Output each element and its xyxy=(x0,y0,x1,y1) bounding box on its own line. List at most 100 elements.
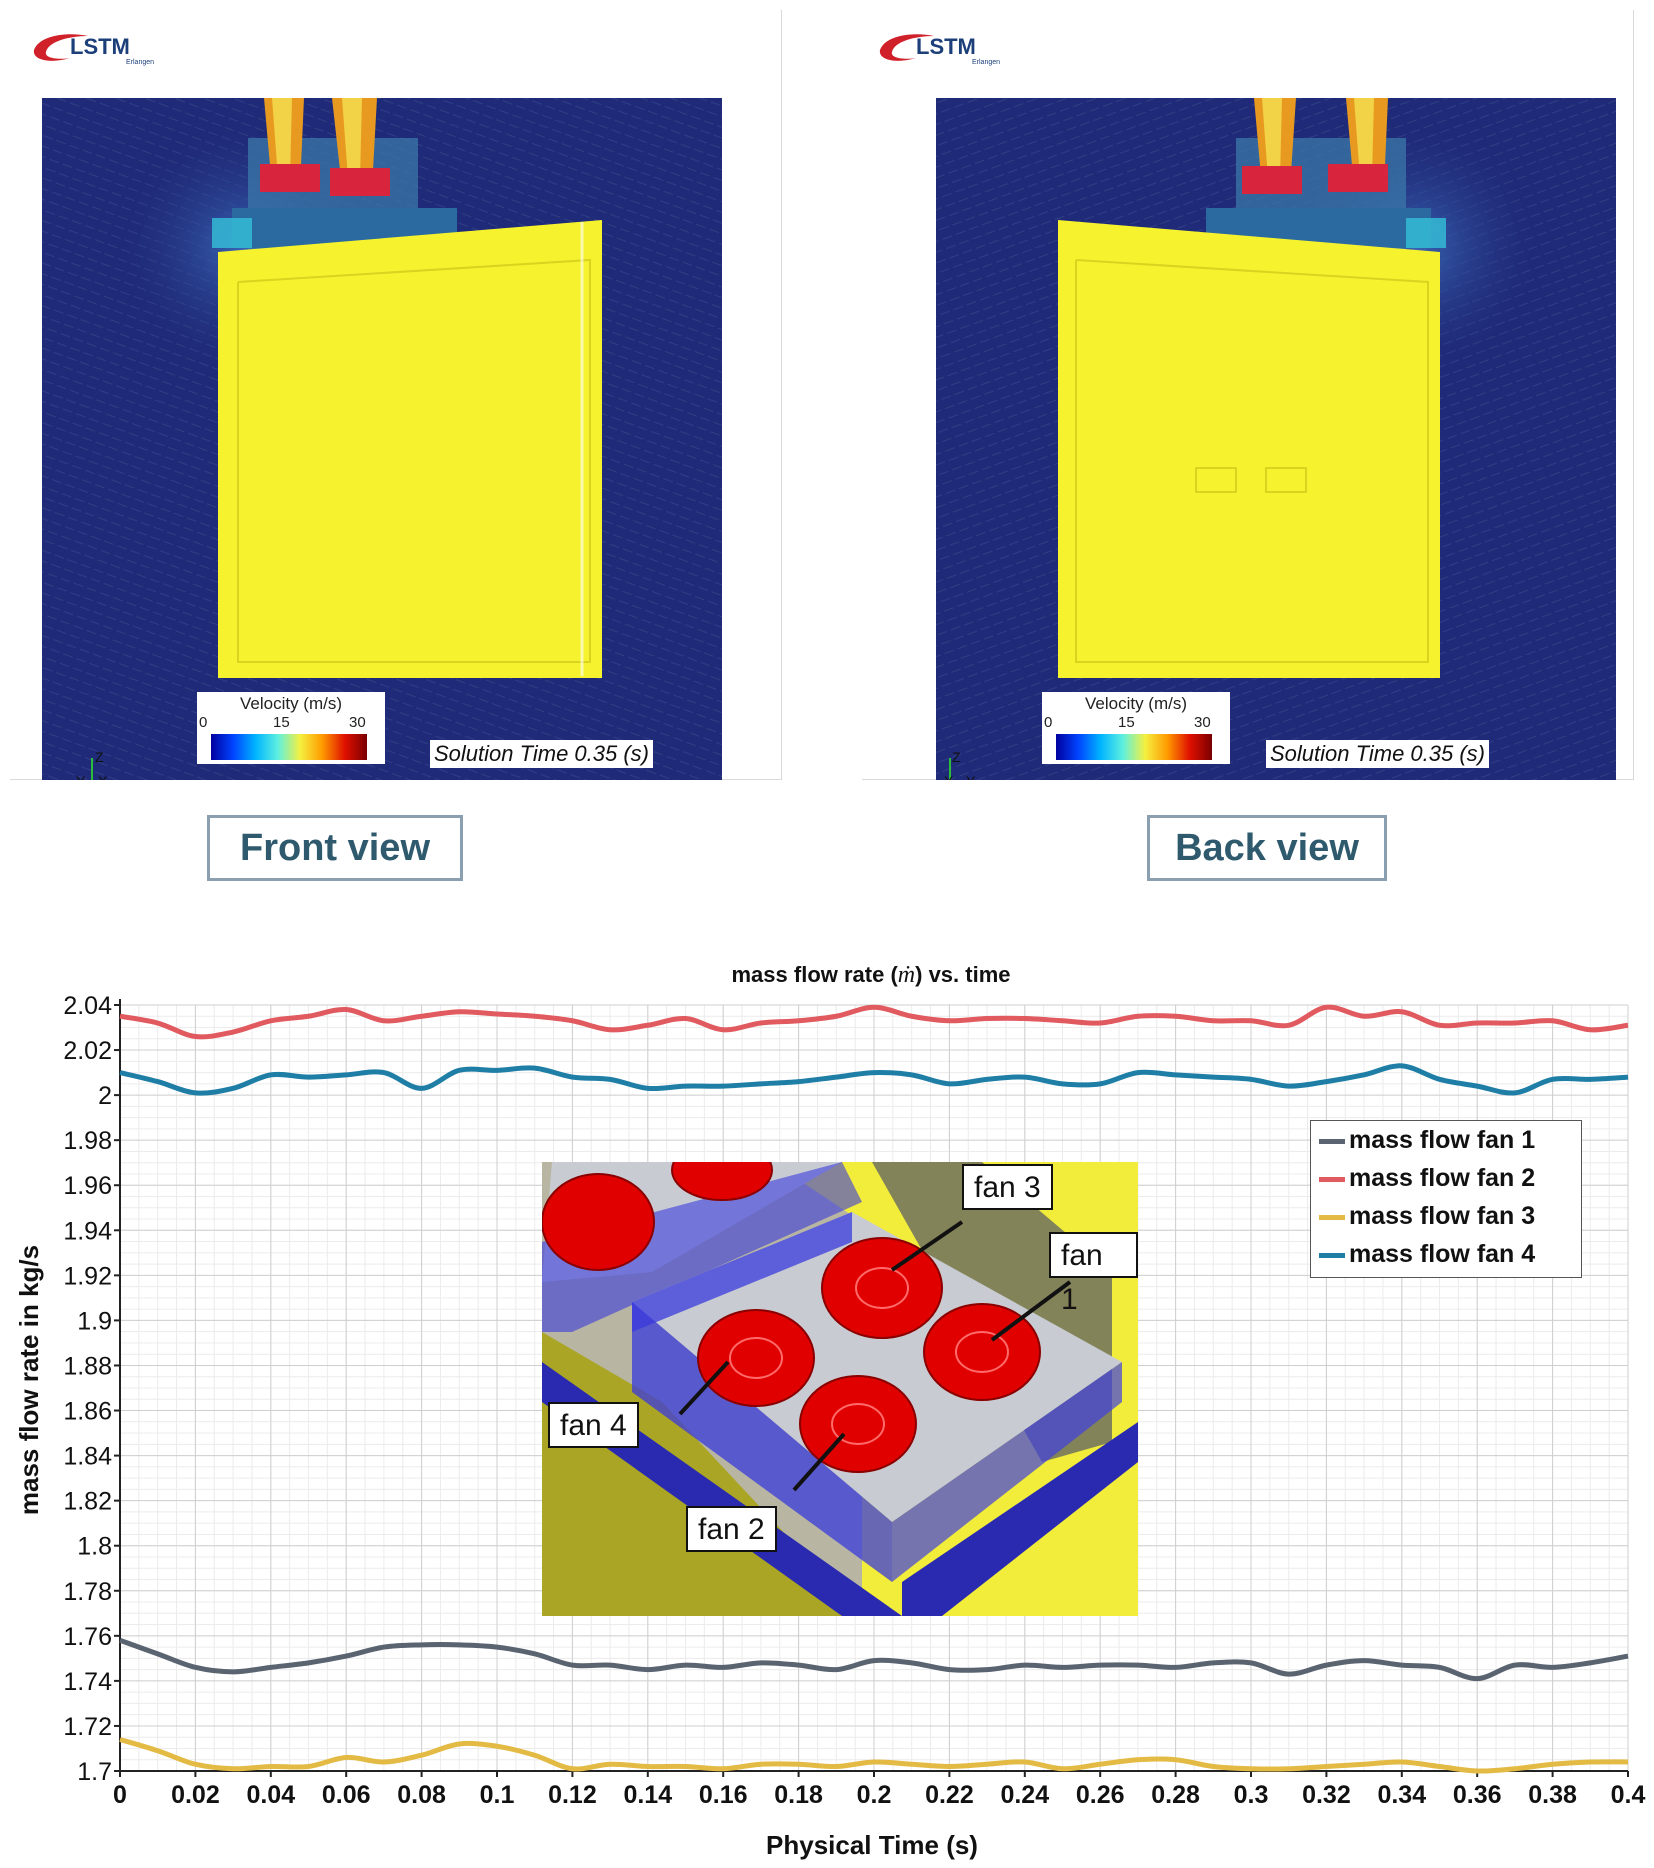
legend-tick-30: 30 xyxy=(1194,714,1211,731)
x-tick-label: 0.36 xyxy=(1453,1781,1502,1809)
logo-sub: Erlangen xyxy=(972,59,1000,66)
x-tick-label: 0.38 xyxy=(1528,1781,1577,1809)
x-tick-label: 0.18 xyxy=(774,1781,823,1809)
chart-title-symbol: ṁ xyxy=(897,962,916,988)
y-tick-label: 2.04 xyxy=(63,992,112,1020)
y-tick-label: 1.74 xyxy=(63,1668,112,1696)
x-tick-label: 0.28 xyxy=(1151,1781,1200,1809)
x-tick-label: 0.1 xyxy=(480,1781,515,1809)
coordinate-triad: Z Y X xyxy=(76,749,108,780)
fan-model-render xyxy=(542,1162,1138,1616)
velocity-colorbar xyxy=(1056,734,1212,760)
legend-item-fan-4: mass flow fan 4 xyxy=(1319,1237,1535,1271)
x-axis-title: Physical Time (s) xyxy=(766,1830,978,1860)
lstm-logo: LSTM Erlangen xyxy=(33,34,154,66)
chart-title-suffix: ) vs. time xyxy=(915,962,1011,987)
x-tick-label: 0.26 xyxy=(1076,1781,1125,1809)
x-tick-label: 0.06 xyxy=(322,1781,371,1809)
legend-swatch-fan-1 xyxy=(1319,1138,1345,1144)
callout-fan-4: fan 4 xyxy=(548,1402,639,1448)
logo-sub: Erlangen xyxy=(126,59,154,66)
solution-time-label: Solution Time 0.35 (s) xyxy=(430,740,654,768)
y-tick-label: 1.86 xyxy=(63,1398,112,1426)
x-tick-label: 0.4 xyxy=(1611,1781,1646,1809)
y-tick-label: 1.88 xyxy=(63,1352,112,1380)
y-tick-label: 1.7 xyxy=(77,1758,112,1786)
svg-text:Y: Y xyxy=(76,773,86,780)
x-tick-label: 0.34 xyxy=(1377,1781,1426,1809)
velocity-field-image: Z X Y Velocity (m/s) 0 15 30 xyxy=(936,98,1616,780)
svg-text:Z: Z xyxy=(952,749,961,765)
callout-fan-1: fan 1 xyxy=(1049,1232,1138,1316)
y-tick-label: 1.78 xyxy=(63,1578,112,1606)
velocity-legend-title: Velocity (m/s) xyxy=(1084,694,1188,713)
svg-text:X: X xyxy=(944,773,954,780)
x-tick-label: 0.24 xyxy=(1000,1781,1049,1809)
front-view-panel: LSTM Erlangen xyxy=(10,10,782,780)
y-tick-label: 1.84 xyxy=(63,1443,112,1471)
lstm-logo: LSTM Erlangen xyxy=(879,34,1000,66)
chart-title-text: mass flow rate ( xyxy=(731,962,898,987)
y-tick-label: 2 xyxy=(98,1082,112,1110)
svg-text:Y: Y xyxy=(966,773,976,780)
svg-text:X: X xyxy=(98,773,108,780)
legend-label-fan-1: mass flow fan 1 xyxy=(1349,1126,1536,1154)
svg-text:Z: Z xyxy=(95,749,104,765)
x-tick-label: 0 xyxy=(113,1781,127,1809)
x-tick-label: 0.12 xyxy=(548,1781,597,1809)
x-tick-label: 0.3 xyxy=(1234,1781,1269,1809)
legend-tick-0: 0 xyxy=(1044,714,1053,731)
legend-label-fan-3: mass flow fan 3 xyxy=(1349,1202,1536,1230)
x-tick-label: 0.08 xyxy=(397,1781,446,1809)
legend-swatch-fan-3 xyxy=(1319,1214,1345,1220)
y-tick-label: 1.82 xyxy=(63,1488,112,1516)
y-tick-label: 1.8 xyxy=(77,1533,112,1561)
y-tick-label: 1.9 xyxy=(77,1307,112,1335)
y-axis-title: mass flow rate in kg/s xyxy=(14,1245,44,1515)
legend-swatch-fan-4 xyxy=(1319,1252,1345,1258)
velocity-colorbar xyxy=(211,734,367,760)
x-tick-labels: 0 0.02 0.04 0.06 0.08 0.1 0.12 0.14 0.16 0.18 0.2 0… xyxy=(113,1781,1645,1809)
front-view-label: Front view xyxy=(207,815,463,881)
back-view-panel: LSTM Erlangen xyxy=(862,10,1634,780)
y-tick-label: 1.94 xyxy=(63,1217,112,1245)
callout-fan-2: fan 2 xyxy=(686,1506,777,1552)
legend-label-fan-2: mass flow fan 2 xyxy=(1349,1164,1536,1192)
velocity-legend: Velocity (m/s) 0 15 30 xyxy=(1042,692,1230,764)
y-tick-label: 2.02 xyxy=(63,1037,112,1065)
legend-item-fan-2: mass flow fan 2 xyxy=(1319,1161,1535,1195)
x-tick-label: 0.2 xyxy=(857,1781,892,1809)
x-tick-label: 0.14 xyxy=(623,1781,672,1809)
series-line-fan-1 xyxy=(119,1637,1629,1682)
legend-tick-15: 15 xyxy=(273,714,290,731)
legend-item-fan-1: mass flow fan 1 xyxy=(1319,1123,1535,1157)
logo-text: LSTM xyxy=(916,34,976,59)
y-tick-labels: 1.7 1.72 1.74 1.76 1.78 1.8 1.82 1.84 1.86 1.88 1.… xyxy=(63,992,112,1786)
legend-label-fan-4: mass flow fan 4 xyxy=(1349,1240,1536,1268)
logo-text: LSTM xyxy=(70,34,130,59)
y-tick-label: 1.96 xyxy=(63,1172,112,1200)
y-tick-label: 1.76 xyxy=(63,1623,112,1651)
legend-tick-30: 30 xyxy=(349,714,366,731)
legend-item-fan-3: mass flow fan 3 xyxy=(1319,1199,1535,1233)
x-tick-label: 0.22 xyxy=(925,1781,974,1809)
y-tick-label: 1.72 xyxy=(63,1713,112,1741)
legend-tick-0: 0 xyxy=(199,714,208,731)
x-tick-label: 0.04 xyxy=(246,1781,295,1809)
coordinate-triad: Z X Y xyxy=(944,749,976,780)
legend-tick-15: 15 xyxy=(1118,714,1135,731)
velocity-legend-title: Velocity (m/s) xyxy=(239,694,343,713)
legend-swatch-fan-2 xyxy=(1319,1176,1345,1182)
y-tick-label: 1.98 xyxy=(63,1127,112,1155)
chart-legend: mass flow fan 1 mass flow fan 2 mass flo… xyxy=(1310,1120,1582,1278)
x-tick-label: 0.02 xyxy=(171,1781,220,1809)
velocity-legend: Velocity (m/s) 0 15 30 xyxy=(197,692,385,764)
fan-arrangement-inset: fan 3 fan 1 fan 4 fan 2 xyxy=(542,1162,1138,1616)
series-line-fan-2 xyxy=(119,1004,1629,1040)
series-line-fan-4 xyxy=(119,1063,1629,1096)
chart-series xyxy=(119,1004,1629,1774)
velocity-field-image: Z Y X Velocity (m/s) 0 15 30 xyxy=(42,98,722,780)
x-tick-label: 0.32 xyxy=(1302,1781,1351,1809)
callout-fan-3: fan 3 xyxy=(962,1164,1053,1210)
back-view-label: Back view xyxy=(1147,815,1387,881)
